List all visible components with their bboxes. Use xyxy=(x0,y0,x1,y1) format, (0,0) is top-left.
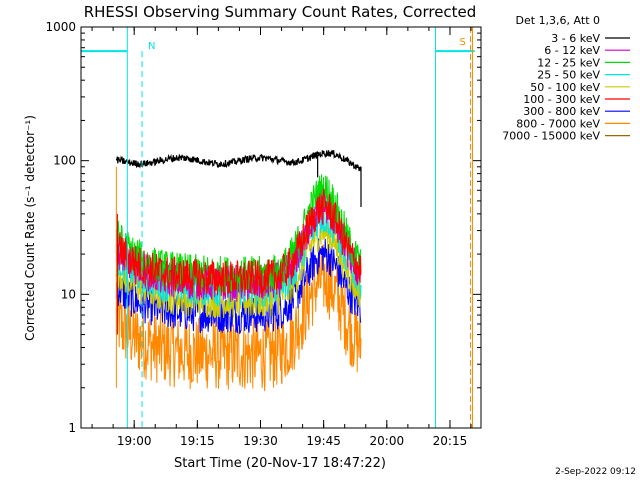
x-tick-label: 20:15 xyxy=(433,434,468,448)
y-axis-label: Corrected Count Rate (s⁻¹ detector⁻¹) xyxy=(23,115,37,341)
legend-label: 50 - 100 keV xyxy=(530,81,600,94)
legend-label: 300 - 800 keV xyxy=(523,105,600,118)
x-tick-label: 19:15 xyxy=(180,434,215,448)
legend-label: 100 - 300 keV xyxy=(523,93,600,106)
y-tick-label: 1000 xyxy=(45,20,76,34)
legend-label: 3 - 6 keV xyxy=(551,32,600,45)
x-tick-label: 19:30 xyxy=(243,434,278,448)
legend-label: 7000 - 15000 keV xyxy=(502,130,600,143)
y-tick-label: 1 xyxy=(68,421,76,435)
x-tick-label: 20:00 xyxy=(370,434,405,448)
y-tick-label: 10 xyxy=(61,287,76,301)
plot-frame xyxy=(80,26,482,429)
marker-label-s: S xyxy=(459,37,465,48)
legend-label: 12 - 25 keV xyxy=(537,56,600,69)
x-axis-label: Start Time (20-Nov-17 18:47:22) xyxy=(174,456,386,471)
footer-date: 2-Sep-2022 09:12 xyxy=(555,467,636,477)
series-line-300-800kev xyxy=(115,238,362,335)
legend-label: 800 - 7000 keV xyxy=(516,117,600,130)
marker-label-n: N xyxy=(148,41,155,52)
x-tick-label: 19:00 xyxy=(117,434,152,448)
y-axis-label-group: Corrected Count Rate (s⁻¹ detector⁻¹) xyxy=(23,115,37,341)
x-tick-label: 19:45 xyxy=(306,434,341,448)
legend-label: 6 - 12 keV xyxy=(544,44,600,57)
series-line-800-7000kev xyxy=(115,244,362,392)
series-line-3-6kev xyxy=(115,150,362,172)
y-tick-label: 100 xyxy=(53,154,76,168)
series-line-100-300kev xyxy=(115,188,362,298)
legend-title: Det 1,3,6, Att 0 xyxy=(516,14,600,27)
legend-label: 25 - 50 keV xyxy=(537,69,600,82)
chart-title: RHESSI Observing Summary Count Rates, Co… xyxy=(84,3,477,21)
axes: 1 10 100 1000 19:00 19:15 19:30 19:45 20:00 20:15 xyxy=(45,20,482,448)
